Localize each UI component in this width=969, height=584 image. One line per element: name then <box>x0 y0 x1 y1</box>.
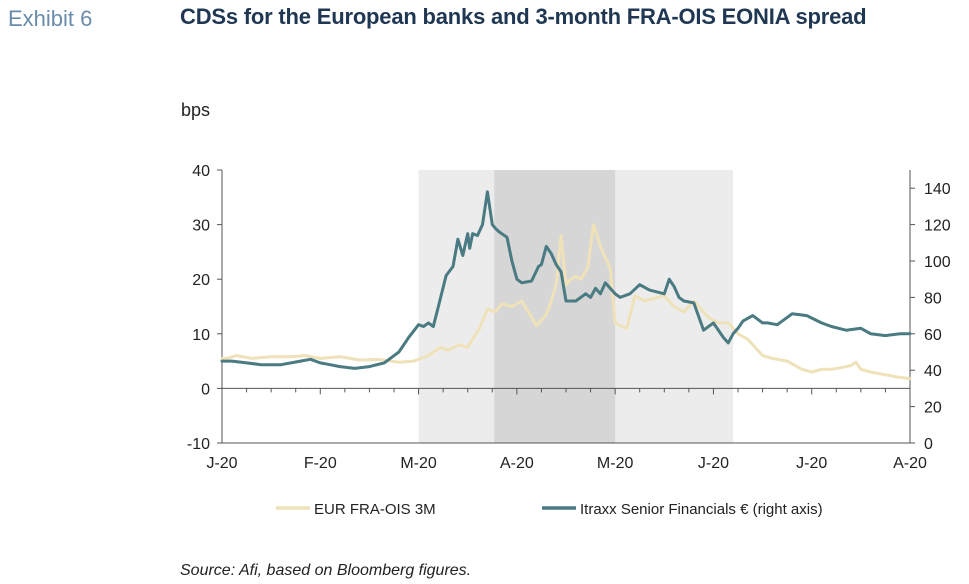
left-tick-label: 10 <box>192 327 210 344</box>
right-tick-label: 80 <box>924 290 942 307</box>
x-tick-label: M-20 <box>597 455 634 472</box>
x-tick-label: J-20 <box>796 455 827 472</box>
left-tick-label: 0 <box>201 381 210 398</box>
series-line-0 <box>220 223 912 381</box>
source-note: Source: Afi, based on Bloomberg figures. <box>180 562 472 579</box>
right-tick-label: 140 <box>924 181 951 198</box>
right-tick-label: 20 <box>924 400 942 417</box>
legend-label-0: EUR FRA-OIS 3M <box>314 501 436 518</box>
x-tick-label: A-20 <box>893 455 927 472</box>
right-tick-label: 40 <box>924 363 942 380</box>
chart-title: CDSs for the European banks and 3-month … <box>180 4 867 29</box>
x-tick-label: A-20 <box>500 455 534 472</box>
x-tick-label: M-20 <box>400 455 437 472</box>
left-tick-label: 40 <box>192 163 210 180</box>
shaded-periods <box>418 170 734 443</box>
exhibit-label: Exhibit 6 <box>8 6 93 31</box>
series-lines <box>220 190 912 381</box>
right-tick-label: 60 <box>924 327 942 344</box>
right-tick-label: 120 <box>924 218 951 235</box>
series-line-1 <box>220 190 912 370</box>
left-tick-label: 30 <box>192 218 210 235</box>
x-tick-label: J-20 <box>206 455 237 472</box>
left-tick-label: 20 <box>192 272 210 289</box>
chart-axes: -10 0 10 20 30 40 0 20 40 60 80 100 120 140 J-20 F-20 M-… <box>187 163 951 472</box>
right-tick-label: 0 <box>924 436 933 453</box>
left-tick-label: -10 <box>187 436 210 453</box>
x-tick-label: J-20 <box>698 455 729 472</box>
right-tick-label: 100 <box>924 254 951 271</box>
legend: EUR FRA-OIS 3M Itraxx Senior Financials €… <box>276 501 823 518</box>
unit-label: bps <box>181 100 211 120</box>
legend-label-1: Itraxx Senior Financials € (right axis) <box>580 501 823 518</box>
x-tick-label: F-20 <box>304 455 337 472</box>
